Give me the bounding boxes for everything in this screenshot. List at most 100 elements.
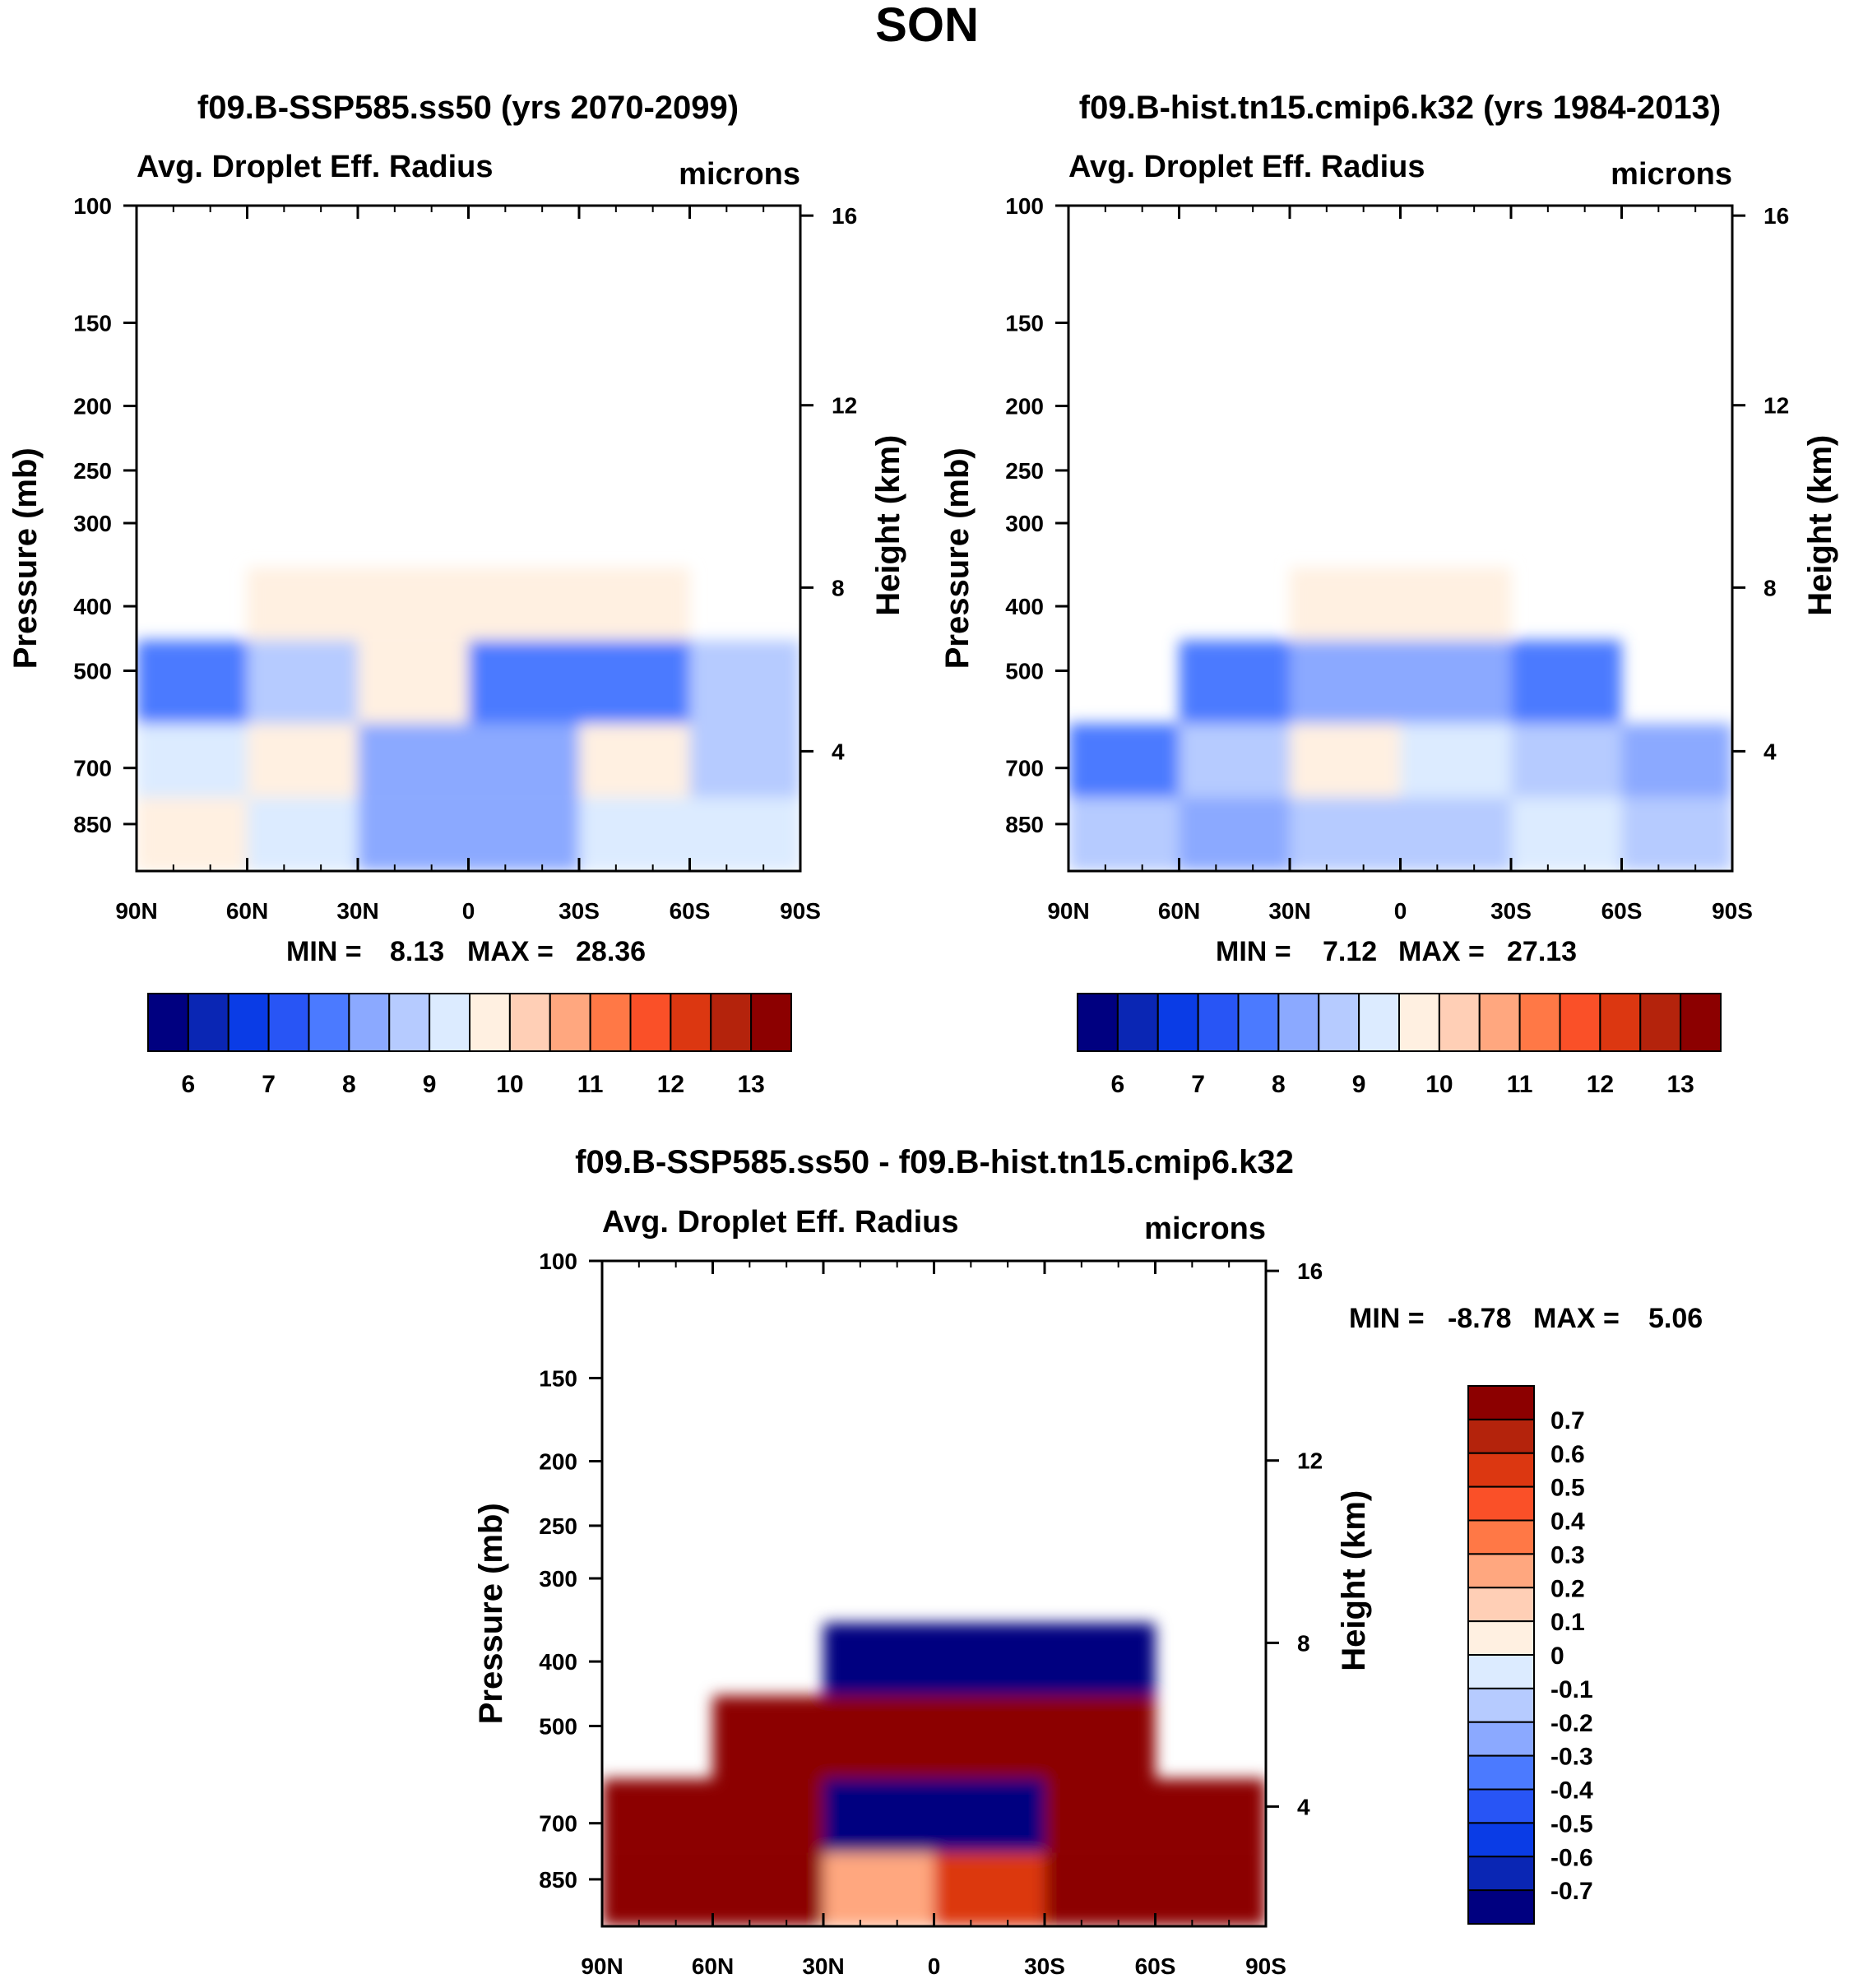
x-tick-label: 0 [462, 898, 475, 924]
max-value: 28.36 [576, 936, 646, 967]
data-cell [1179, 797, 1290, 871]
data-cell [247, 640, 358, 724]
data-cell [137, 640, 248, 724]
y-tick-label: 500 [73, 658, 112, 684]
colorbar-swatch [1358, 993, 1400, 1052]
max-label: MAX = [1398, 936, 1485, 967]
field-label: Avg. Droplet Eff. Radius [137, 150, 494, 184]
max-value: 5.06 [1648, 1303, 1703, 1334]
contour-field [1068, 568, 1732, 871]
colorbar-label: -0.6 [1550, 1844, 1593, 1871]
colorbar-label: 8 [342, 1071, 356, 1098]
colorbar-swatch [1318, 993, 1360, 1052]
x-tick-label: 90S [780, 898, 821, 924]
colorbar-label: 0.7 [1550, 1407, 1585, 1434]
field-label: Avg. Droplet Eff. Radius [602, 1205, 959, 1240]
data-cell [579, 723, 690, 798]
y-tick-label: 150 [539, 1365, 577, 1391]
y-tick-label: 250 [1005, 458, 1044, 484]
x-tick-label: 60N [1158, 898, 1200, 924]
contour-plot-hist: 100 150 200 250 300 400 500 700 850 16 12 8 4 90N 60N 3… [939, 193, 1838, 924]
min-label: MIN = [286, 936, 362, 967]
colorbar-label: 13 [737, 1071, 764, 1098]
colorbar-swatch [1680, 993, 1722, 1052]
colorbar-swatch [308, 993, 350, 1052]
stats-line: MIN = -8.78 MAX = 5.06 [1349, 1303, 1703, 1334]
data-cell [468, 797, 579, 871]
y2-tick-label: 8 [1297, 1630, 1310, 1656]
units-label: microns [1144, 1212, 1266, 1246]
colorbar-label: -0.1 [1550, 1676, 1593, 1703]
min-value: 7.12 [1323, 936, 1377, 967]
colorbar-label: 11 [577, 1071, 604, 1098]
y2-tick-label: 8 [832, 575, 845, 600]
min-label: MIN = [1216, 936, 1291, 967]
data-cell [712, 1695, 823, 1779]
data-cell [934, 1623, 1045, 1696]
colorbar-swatch [1467, 1385, 1535, 1420]
y-tick-label: 100 [73, 193, 112, 219]
panel-ssp: f09.B-SSP585.ss50 (yrs 2070-2099) Avg. D… [7, 90, 906, 1098]
y-tick-label: 200 [539, 1449, 577, 1475]
y-tick-label: 850 [1005, 812, 1044, 837]
data-cell [1179, 723, 1290, 798]
colorbar-label: 8 [1272, 1071, 1286, 1098]
data-cell [934, 1778, 1045, 1853]
data-cell [689, 723, 800, 798]
y-tick-label: 250 [539, 1513, 577, 1539]
y-tick-label: 700 [73, 756, 112, 781]
y-tick-label: 850 [539, 1867, 577, 1893]
colorbar-label: 0.3 [1550, 1541, 1585, 1569]
colorbar-swatch [388, 993, 431, 1052]
data-cell [1155, 1852, 1266, 1926]
colorbar-swatch [1467, 1856, 1535, 1892]
data-cell [1621, 797, 1732, 871]
data-cell [579, 640, 690, 724]
y-tick-label: 300 [539, 1566, 577, 1592]
colorbar-swatch [1599, 993, 1642, 1052]
colorbar-label: 0.6 [1550, 1441, 1585, 1468]
y2-tick-label: 8 [1764, 575, 1777, 600]
x-tick-label: 60S [670, 898, 711, 924]
colorbar-label: 10 [496, 1071, 523, 1098]
data-cell [823, 1623, 934, 1696]
y-tick-label: 150 [1005, 310, 1044, 336]
data-cell [1045, 1852, 1156, 1926]
colorbar-swatch [227, 993, 270, 1052]
y2-tick-label: 4 [1764, 739, 1777, 764]
colorbar-label: 13 [1666, 1071, 1694, 1098]
data-cell [1290, 723, 1401, 798]
colorbar-swatch [629, 993, 672, 1052]
y-tick-label: 250 [73, 458, 112, 484]
colorbar-swatch [267, 993, 310, 1052]
y-tick-label: 500 [1005, 658, 1044, 684]
colorbar-swatch [1467, 1587, 1535, 1623]
colorbar-label: 0.4 [1550, 1508, 1585, 1536]
x-tick-label: 0 [1394, 898, 1407, 924]
y-tick-label: 100 [539, 1249, 577, 1274]
colorbar-swatch [1467, 1687, 1535, 1723]
x-tick-label: 0 [928, 1953, 941, 1979]
contour-plot-diff: 100 150 200 250 300 400 500 700 850 16 12 8 4 90N 60N 3… [473, 1249, 1372, 1979]
colorbar-swatch [1398, 993, 1440, 1052]
colorbar-swatch [508, 993, 551, 1052]
data-cell [137, 797, 248, 871]
x-tick-label: 90N [115, 898, 157, 924]
stats-line: MIN = 7.12 MAX = 27.13 [1216, 936, 1577, 967]
data-cell [579, 797, 690, 871]
colorbar-label: 0 [1550, 1643, 1564, 1670]
data-cell [1400, 797, 1511, 871]
colorbar-swatch [1467, 1553, 1535, 1589]
panel-title: f09.B-SSP585.ss50 (yrs 2070-2099) [197, 90, 739, 126]
data-cell [689, 640, 800, 724]
data-cell [689, 797, 800, 871]
colorbar-label: 6 [182, 1071, 196, 1098]
y-tick-label: 400 [73, 594, 112, 619]
y2-tick-label: 4 [1297, 1794, 1310, 1819]
field-label: Avg. Droplet Eff. Radius [1068, 150, 1425, 184]
colorbar-label: 0.2 [1550, 1575, 1585, 1602]
colorbar-swatch [1197, 993, 1240, 1052]
colorbar-swatch [1237, 993, 1280, 1052]
data-cell [823, 1695, 934, 1779]
